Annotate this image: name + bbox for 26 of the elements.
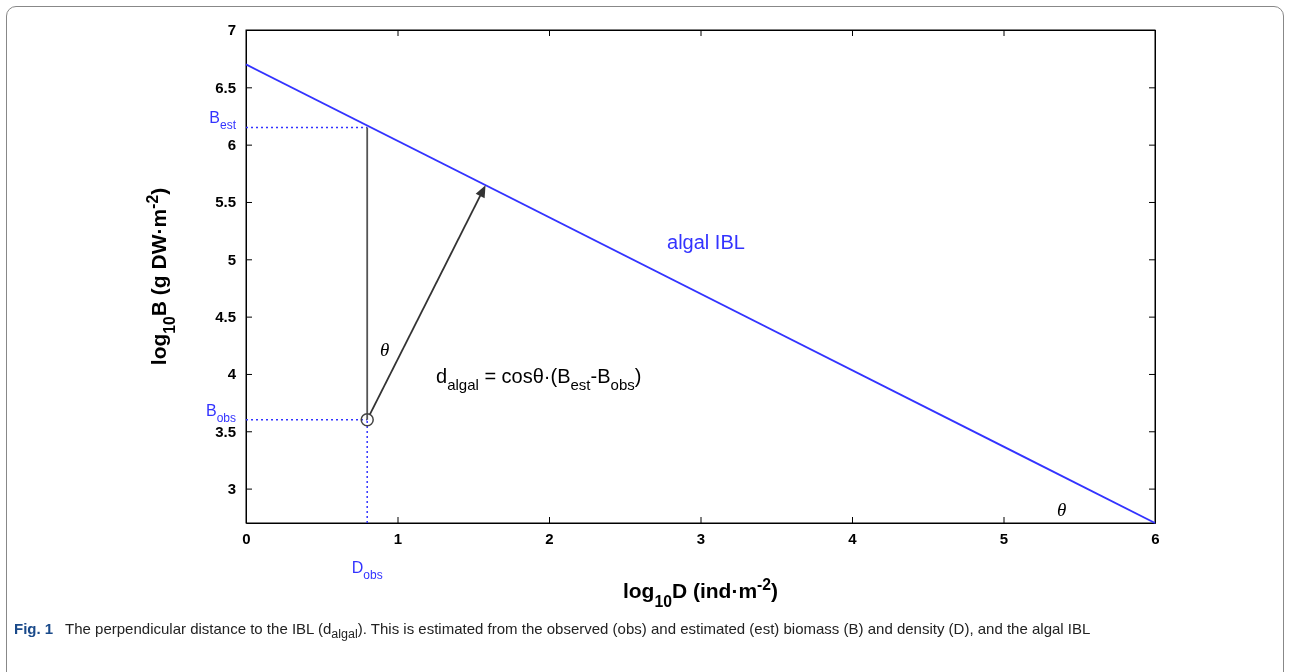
y-tick-label: 3.5	[215, 422, 236, 440]
x-tick-label: 0	[242, 529, 251, 547]
y-tick-label: 5.5	[215, 193, 236, 211]
text: The perpendicular distance to the IBL (d$_{algal}$). This is estimated from the observed (obs) and estimated (est) biomass (B) and density (D), and the algal IBL	[65, 620, 1091, 641]
x-tick-label: 4	[848, 529, 858, 547]
y-tick-label: 3	[227, 479, 236, 497]
series-label: algal IBL	[667, 230, 745, 253]
x-axis-title: log$_{10}$D (ind·m$^{-2}$)	[622, 575, 779, 610]
text: B$_{obs}$	[205, 402, 236, 425]
y-tick-label: 5	[227, 250, 236, 268]
y-tick-label: 7	[227, 21, 236, 39]
y-tick-label: 4	[227, 365, 237, 383]
y-tick-label: 6.5	[215, 78, 236, 96]
y-tick-label: 6	[227, 135, 236, 153]
text: B$_{est}$	[209, 109, 237, 133]
x-tick-label: 3	[696, 529, 706, 547]
x-tick-label: 5	[999, 529, 1009, 547]
x-tick-label: 6	[1151, 529, 1160, 547]
text: D$_{obs}$	[351, 559, 383, 583]
caption: Fig. 1	[14, 620, 54, 637]
annotation: d$_{algal}$ = cosθ·(B$_{est}$-B$_{obs}$)	[436, 365, 642, 394]
x-tick-label: 2	[545, 529, 554, 547]
annotation: θ	[1057, 499, 1067, 521]
x-tick-label: 1	[393, 529, 403, 547]
annotation: θ	[380, 339, 390, 361]
y-tick-label: 4.5	[215, 307, 236, 325]
